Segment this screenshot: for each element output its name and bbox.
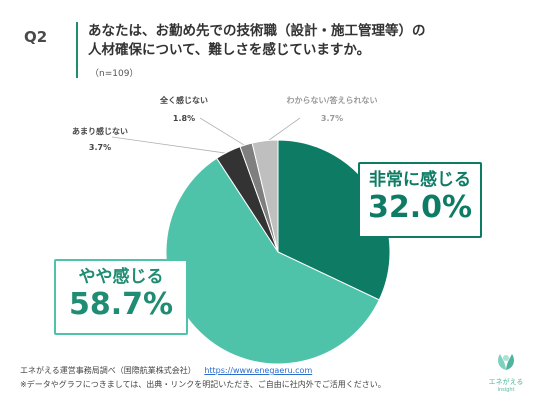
label-not-at-all: 全く感じない 1.8% — [144, 95, 224, 123]
slice-label-somewhat: やや感じる — [78, 267, 164, 287]
logo-name: エネがえる — [488, 378, 524, 386]
leader-lines — [111, 117, 301, 154]
slice-value-very: 32.0% — [367, 190, 473, 225]
slice-label-not-much: あまり感じない — [72, 127, 128, 136]
sample-size-label: （n=109） — [90, 69, 139, 79]
callout-somewhat: やや感じる 58.7% — [54, 259, 188, 335]
slice-label-very: 非常に感じる — [369, 170, 471, 190]
source-link[interactable]: https://www.enegaeru.com — [204, 366, 313, 375]
leader-line-dont-know — [264, 117, 301, 144]
title-line-2: 人材確保について、難しさを感じていますか。 — [88, 42, 371, 58]
leader-line-not-much — [111, 136, 229, 154]
pie-slices — [165, 139, 391, 365]
pie-slice-somewhat — [165, 157, 380, 365]
question-label: Q2 — [24, 28, 48, 46]
leaf-icon — [498, 354, 514, 370]
slice-label-not-at-all: 全く感じない — [160, 96, 208, 105]
page-title: あなたは、お勤め先での技術職（設計・施工管理等）の 人材確保について、難しさを感… — [88, 22, 508, 60]
slice-value-somewhat: 58.7% — [68, 287, 174, 322]
title-accent-bar — [76, 22, 78, 78]
logo-sub: Insight — [497, 387, 515, 393]
slice-label-dont-know: わからない/答えられない — [286, 96, 378, 105]
usage-note: ※データやグラフにつきましては、出典・リンクを明記いただき、ご自由に社内外でご活… — [20, 380, 386, 389]
slice-value-not-much: 3.7% — [88, 143, 112, 152]
callout-very: 非常に感じる 32.0% — [358, 162, 482, 238]
slice-value-dont-know: 3.7% — [320, 114, 344, 123]
leader-line-not-at-all — [199, 117, 247, 147]
source-text: エネがえる運営事務局調べ（国際航業株式会社） — [20, 366, 196, 375]
title-line-1: あなたは、お勤め先での技術職（設計・施工管理等）の — [88, 23, 426, 39]
label-not-much: あまり感じない 3.7% — [60, 126, 140, 152]
label-dont-know: わからない/答えられない 3.7% — [262, 95, 402, 123]
brand-logo: エネがえる Insight — [486, 352, 526, 393]
source-line: エネがえる運営事務局調べ（国際航業株式会社） https://www.enega… — [20, 365, 312, 376]
pie-slice-dont-know — [251, 139, 279, 253]
slice-value-not-at-all: 1.8% — [172, 114, 196, 123]
